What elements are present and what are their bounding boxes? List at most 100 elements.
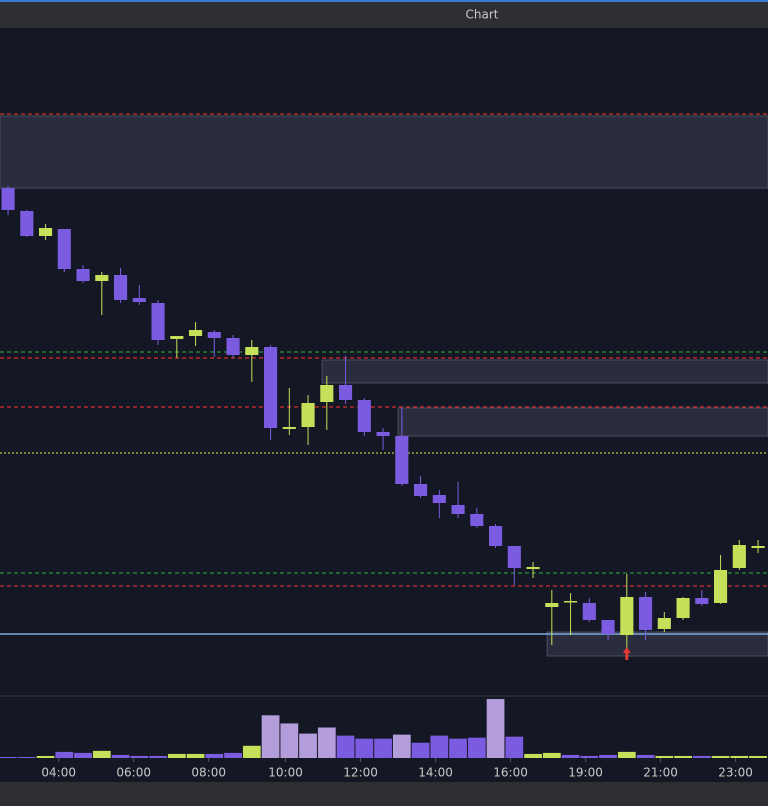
volume-bar bbox=[0, 756, 17, 758]
candle-body bbox=[639, 597, 653, 630]
volume-bar bbox=[580, 755, 599, 758]
volume-bar bbox=[486, 699, 505, 758]
candle-body bbox=[282, 427, 296, 429]
zone bbox=[0, 115, 768, 189]
volume-bar bbox=[374, 738, 392, 758]
zone bbox=[397, 407, 768, 437]
volume-bar bbox=[524, 753, 542, 758]
volume-bar bbox=[467, 737, 486, 758]
candle-body bbox=[301, 403, 315, 427]
x-tick-label: 19:00 bbox=[568, 766, 603, 780]
volume-bar bbox=[749, 755, 767, 758]
volume-bar bbox=[130, 755, 149, 758]
candle-body bbox=[545, 603, 559, 607]
volume-bar bbox=[617, 751, 636, 758]
x-tick-label: 08:00 bbox=[191, 766, 226, 780]
volume-bar bbox=[111, 754, 130, 758]
volume-bar bbox=[711, 755, 730, 758]
candle-body bbox=[376, 432, 390, 436]
chart-title: Chart bbox=[466, 8, 499, 22]
candle-body bbox=[245, 347, 259, 355]
volume-bar bbox=[411, 742, 430, 758]
candle-body bbox=[1, 188, 15, 210]
volume-bar bbox=[261, 715, 280, 758]
status-bar bbox=[0, 782, 768, 806]
candle-body bbox=[470, 514, 484, 526]
candle-body bbox=[207, 332, 221, 338]
volume-bar bbox=[561, 754, 580, 758]
volume-bar bbox=[17, 756, 36, 758]
volume-bar bbox=[280, 723, 299, 758]
candle-body bbox=[620, 597, 634, 635]
candle-body bbox=[339, 385, 353, 400]
volume-bar bbox=[74, 752, 92, 758]
candle-body bbox=[226, 338, 240, 355]
volume-bar bbox=[392, 734, 411, 758]
candle-body bbox=[132, 298, 146, 302]
volume-bar bbox=[655, 755, 674, 758]
candle-body bbox=[432, 495, 446, 503]
candle-body bbox=[526, 567, 540, 569]
volume-bar bbox=[205, 753, 224, 758]
volume-bar bbox=[449, 738, 467, 758]
candle-body bbox=[414, 484, 428, 496]
volume-bar bbox=[167, 753, 186, 758]
candle-body bbox=[695, 598, 709, 604]
candle-body bbox=[357, 400, 371, 432]
x-tick-label: 23:00 bbox=[718, 766, 753, 780]
candle-body bbox=[395, 436, 409, 484]
title-border bbox=[0, 0, 768, 2]
volume-bar bbox=[692, 755, 711, 758]
volume-bar bbox=[149, 755, 167, 758]
volume-bar bbox=[542, 752, 561, 758]
volume-bar bbox=[92, 750, 111, 758]
candle-body bbox=[151, 303, 165, 340]
volume-bar bbox=[186, 753, 205, 758]
candle-body bbox=[732, 545, 746, 568]
x-tick-label: 04:00 bbox=[41, 766, 76, 780]
candle-body bbox=[189, 330, 203, 336]
volume-bar bbox=[355, 738, 374, 758]
candle-body bbox=[489, 526, 503, 546]
x-tick-label: 10:00 bbox=[268, 766, 303, 780]
volume-bar bbox=[430, 735, 449, 758]
volume-bar bbox=[505, 736, 524, 758]
candle-body bbox=[714, 570, 728, 603]
zone bbox=[546, 631, 768, 657]
x-tick-label: 14:00 bbox=[418, 766, 453, 780]
title-bar bbox=[0, 0, 768, 28]
candle-body bbox=[676, 598, 690, 618]
candle-body bbox=[170, 336, 184, 339]
volume-bar bbox=[599, 754, 617, 758]
candle-body bbox=[39, 228, 53, 236]
candle-body bbox=[507, 546, 521, 568]
volume-bar bbox=[299, 733, 317, 758]
volume-bar bbox=[36, 755, 55, 758]
candle-body bbox=[751, 546, 765, 548]
candle-body bbox=[564, 601, 578, 603]
candle-body bbox=[114, 275, 128, 300]
signal-arrow bbox=[622, 647, 631, 660]
volume-bar bbox=[674, 755, 692, 758]
x-tick-label: 21:00 bbox=[643, 766, 678, 780]
volume-bar bbox=[55, 751, 74, 758]
candle-body bbox=[57, 229, 71, 269]
candle-body bbox=[601, 620, 615, 634]
candle-body bbox=[95, 275, 109, 281]
volume-bar bbox=[730, 755, 749, 758]
candle-body bbox=[76, 269, 90, 281]
candle-body bbox=[264, 347, 278, 428]
candle-body bbox=[657, 618, 671, 629]
x-tick-label: 16:00 bbox=[493, 766, 528, 780]
volume-bar bbox=[317, 727, 336, 758]
candle-body bbox=[20, 211, 34, 236]
volume-bar bbox=[336, 735, 355, 758]
volume-bar bbox=[242, 745, 261, 758]
volume-bar bbox=[636, 754, 655, 758]
candle-body bbox=[451, 505, 465, 514]
volume-bar bbox=[224, 752, 242, 758]
zone bbox=[321, 359, 768, 384]
candle-body bbox=[582, 603, 596, 620]
